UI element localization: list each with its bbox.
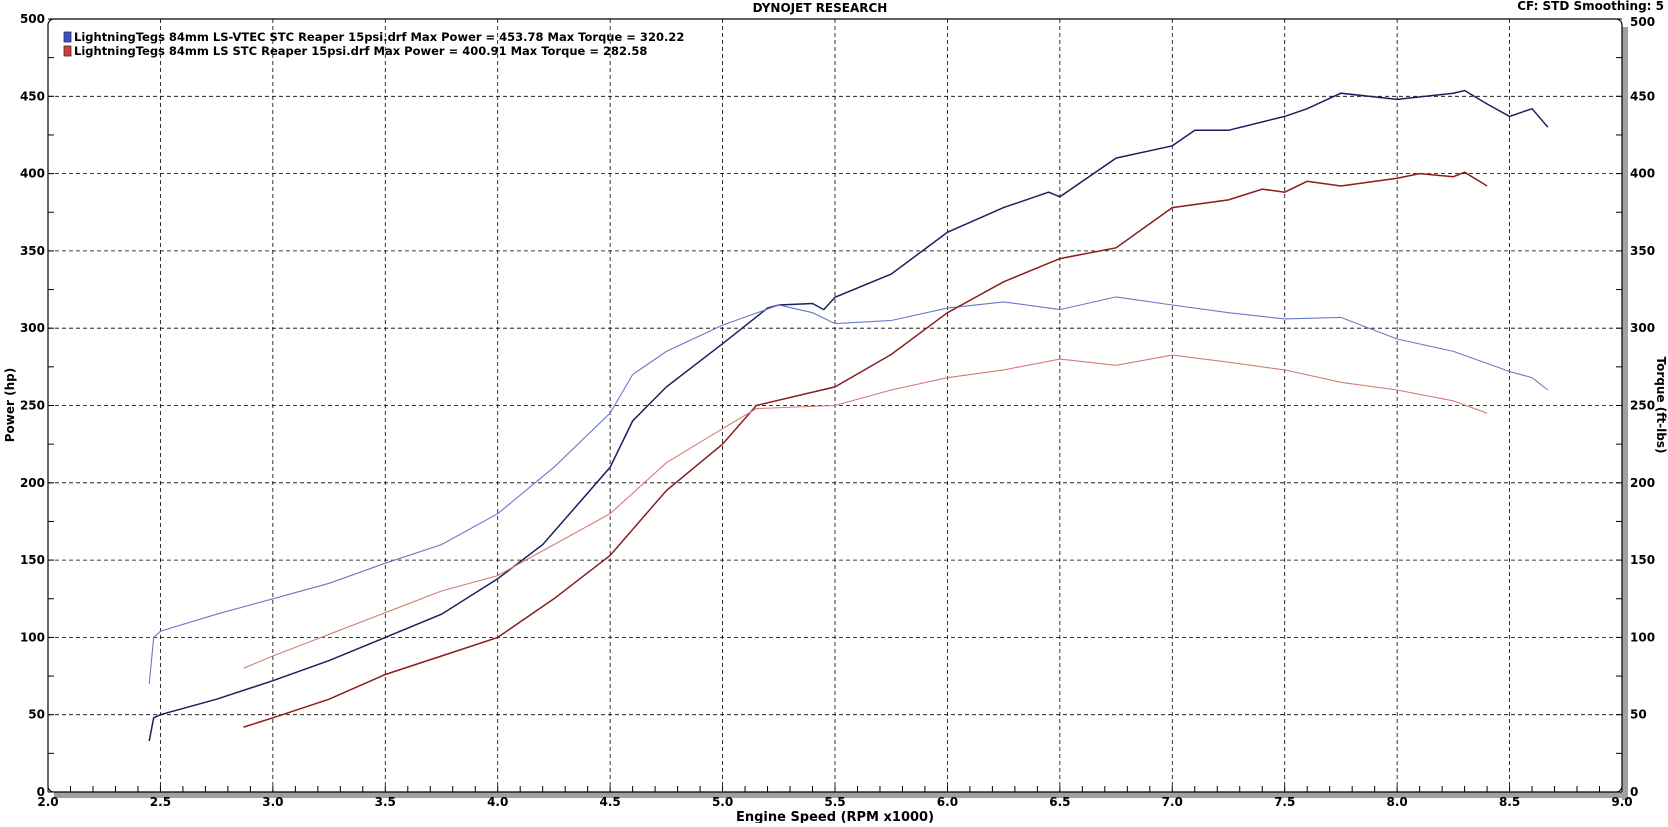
y2-tick-label: 350 xyxy=(1630,244,1655,258)
x-tick-label: 7.0 xyxy=(1162,795,1183,809)
y2-tick-label: 400 xyxy=(1630,167,1655,181)
x-tick-label: 4.0 xyxy=(487,795,508,809)
y-tick-label: 100 xyxy=(20,630,45,644)
x-tick-label: 6.0 xyxy=(937,795,958,809)
y-tick-label: 150 xyxy=(20,553,45,567)
x-axis-label: Engine Speed (RPM x1000) xyxy=(736,810,934,823)
legend-entry: LightningTegs 84mm LS-VTEC STC Reaper 15… xyxy=(74,30,684,44)
y2-tick-label: 250 xyxy=(1630,399,1655,413)
legend: LightningTegs 84mm LS-VTEC STC Reaper 15… xyxy=(63,30,684,58)
y2-tick-label: 0 xyxy=(1630,785,1638,799)
x-tick-label: 7.5 xyxy=(1274,795,1295,809)
x-tick-label: 8.0 xyxy=(1387,795,1408,809)
x-tick-label: 5.5 xyxy=(824,795,845,809)
y2-tick-label: 50 xyxy=(1630,708,1647,722)
y2-axis-label: Torque (ft-lbs) xyxy=(1654,357,1668,454)
x-tick-label: 8.5 xyxy=(1499,795,1520,809)
y2-tick-label: 500 xyxy=(1630,15,1655,29)
x-tick-label: 9.0 xyxy=(1611,795,1632,809)
y-tick-label: 0 xyxy=(37,785,45,799)
y-tick-label: 500 xyxy=(20,12,45,26)
y-tick-label: 350 xyxy=(20,244,45,258)
settings-info: CF: STD Smoothing: 5 xyxy=(1517,0,1664,13)
y-tick-label: 400 xyxy=(20,167,45,181)
x-tick-label: 2.0 xyxy=(37,795,58,809)
series-ls-vtec-torque-line xyxy=(148,296,1549,684)
x-tick-label: 4.5 xyxy=(600,795,621,809)
y-axis-label: Power (hp) xyxy=(3,368,17,442)
x-tick-label: 6.5 xyxy=(1049,795,1070,809)
axes: 2.0 2.5 3.0 3.5 4.0 4.5 5.0 5.5 6.0 6.5 7.0 7.5 8.0 8… xyxy=(20,12,1655,809)
series-ls-power-line xyxy=(243,171,1488,728)
legend-swatch xyxy=(63,31,72,43)
y2-tick-label: 200 xyxy=(1630,476,1655,490)
y-tick-label: 450 xyxy=(20,89,45,103)
legend-entry: LightningTegs 84mm LS STC Reaper 15psi.d… xyxy=(74,44,647,58)
chart-title: DYNOJET RESEARCH xyxy=(753,1,888,15)
x-tick-label: 3.5 xyxy=(375,795,396,809)
y-tick-label: 250 xyxy=(20,399,45,413)
axis-shadow-right xyxy=(1622,27,1628,800)
y2-tick-label: 100 xyxy=(1630,630,1655,644)
series-ls-vtec-power-line xyxy=(148,89,1549,742)
y-tick-label: 50 xyxy=(28,708,45,722)
legend-swatch xyxy=(63,45,72,57)
x-tick-label: 2.5 xyxy=(150,795,171,809)
y2-tick-label: 300 xyxy=(1630,321,1655,335)
y2-tick-label: 150 xyxy=(1630,553,1655,567)
axis-shadow-bottom xyxy=(54,792,1628,798)
series-lines xyxy=(148,89,1549,742)
y-tick-label: 200 xyxy=(20,476,45,490)
x-tick-label: 3.0 xyxy=(262,795,283,809)
y-tick-label: 300 xyxy=(20,321,45,335)
series-ls-torque-line xyxy=(243,354,1488,669)
x-tick-label: 5.0 xyxy=(712,795,733,809)
y2-tick-label: 450 xyxy=(1630,89,1655,103)
